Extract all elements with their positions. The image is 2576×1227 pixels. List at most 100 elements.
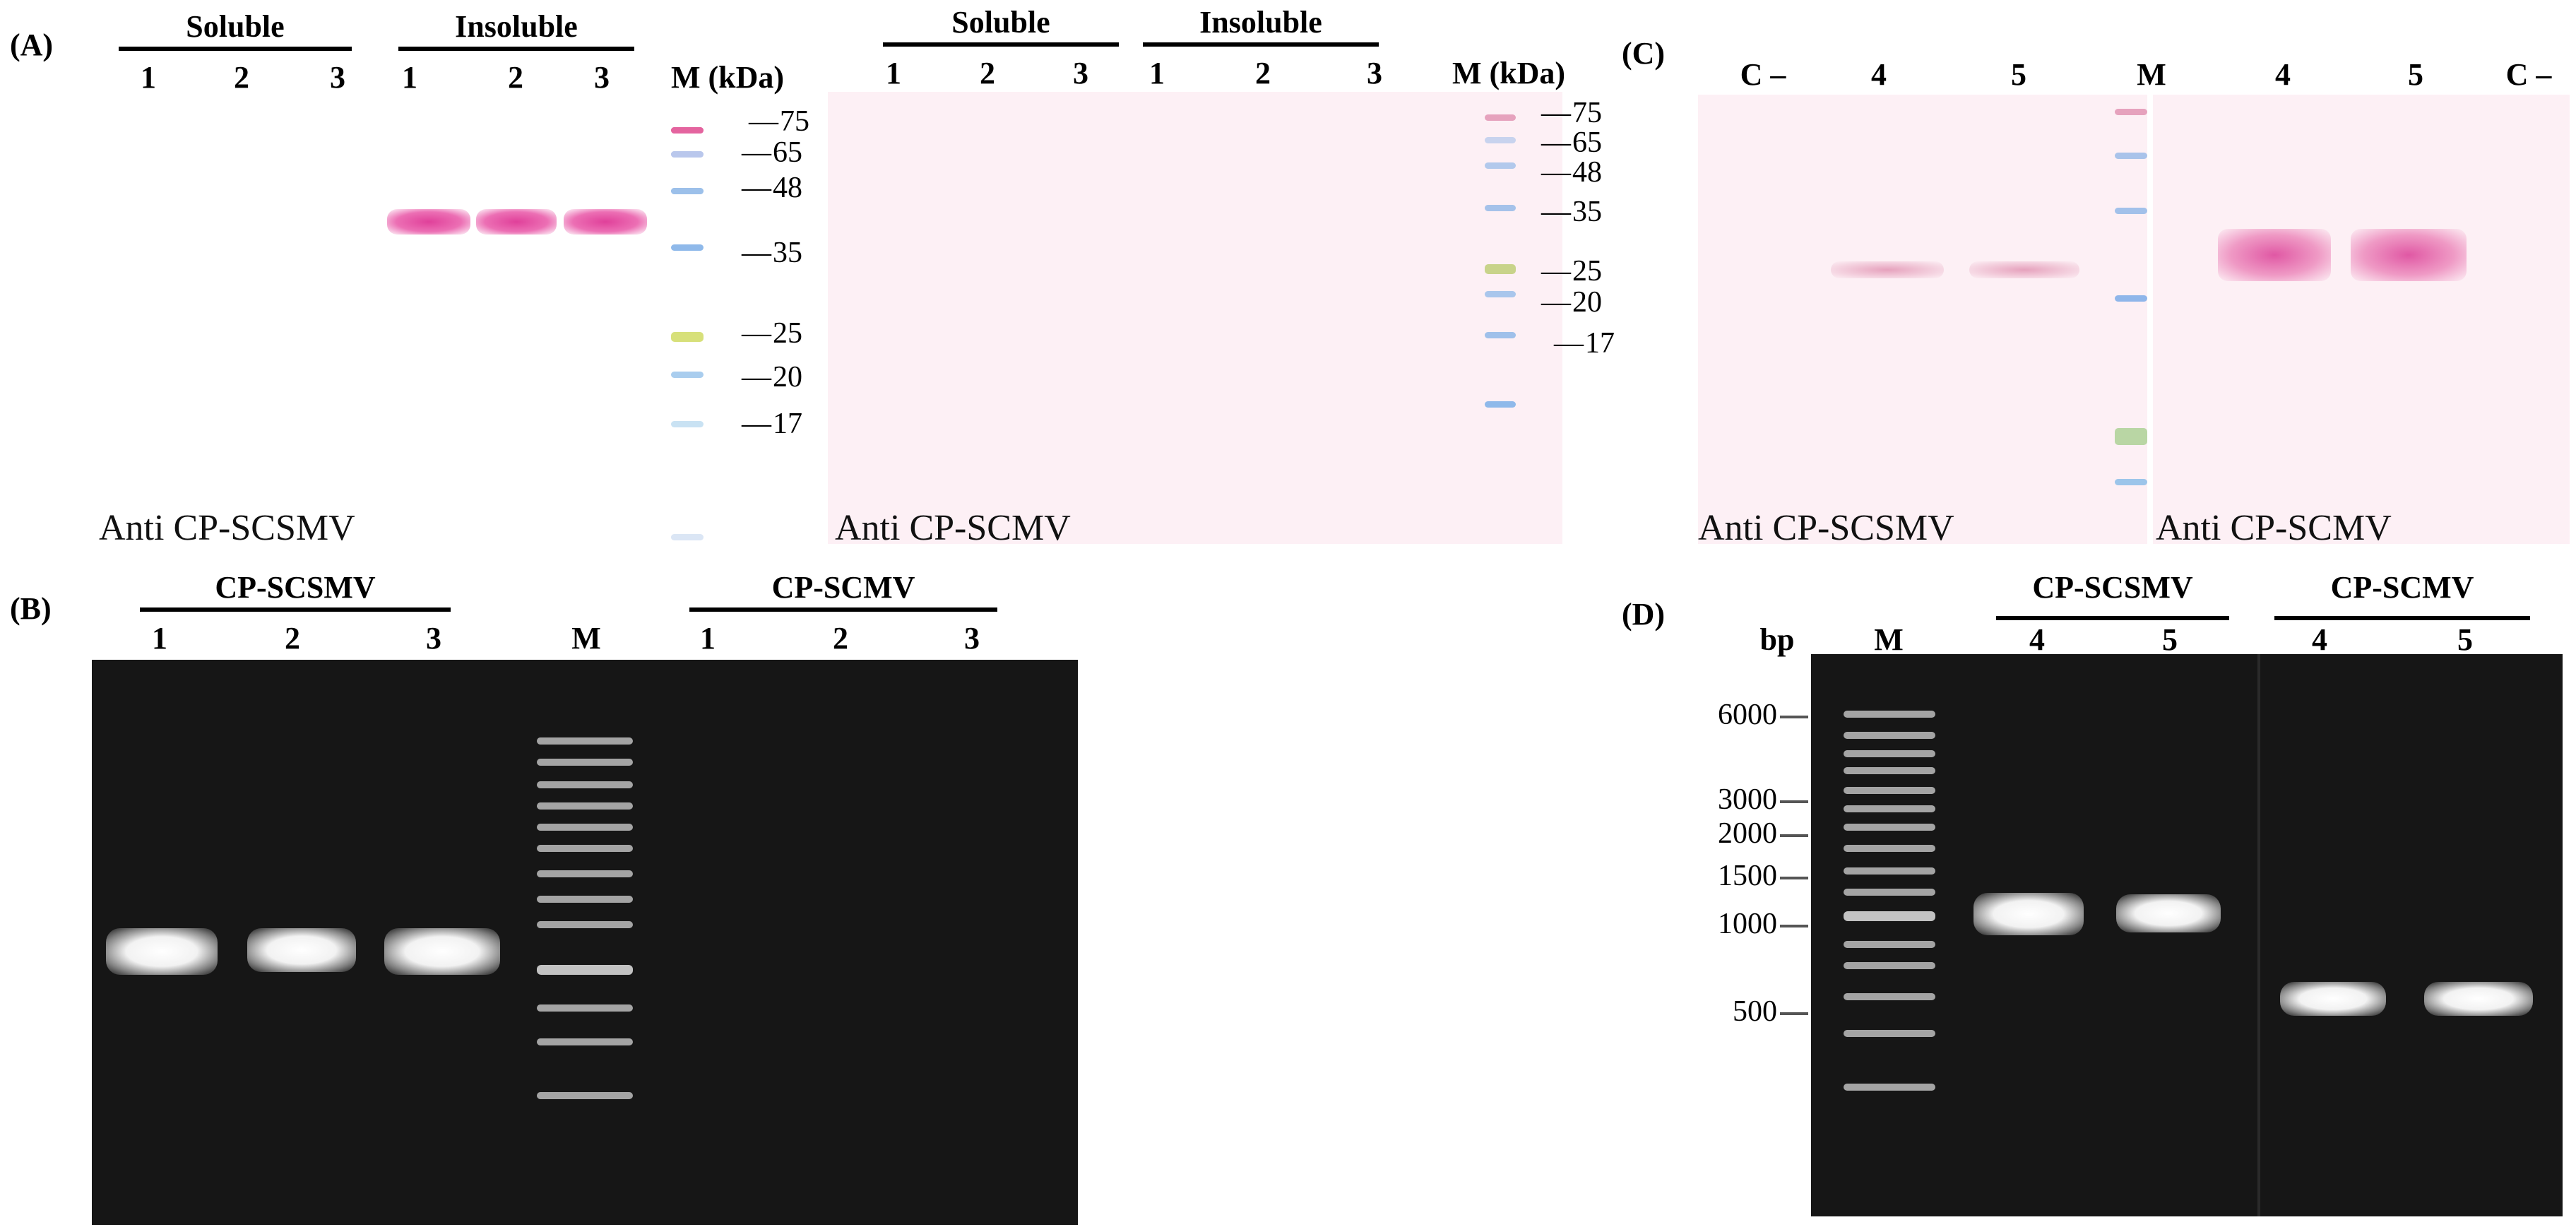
group-header-cp-scmv: CP-SCMV [2330, 570, 2474, 605]
bp-size-label: 1500 [1695, 859, 1808, 893]
marker-band [2115, 428, 2147, 445]
lane-label: M [1874, 622, 1904, 657]
gel-divider [2257, 654, 2260, 1216]
group-header-soluble: Soluble [951, 5, 1050, 40]
ladder-band [1844, 845, 1935, 852]
ladder-band [537, 1004, 633, 1012]
dna-band [2424, 982, 2533, 1016]
protein-band [2351, 229, 2467, 281]
group-bar [119, 47, 352, 51]
group-bar [883, 42, 1119, 47]
ladder-band [537, 759, 633, 766]
marker-band [1485, 114, 1516, 121]
marker-band [2115, 208, 2147, 214]
marker-size-label: 48 [742, 171, 802, 205]
ladder-band [537, 1092, 633, 1099]
antibody-label: Anti CP-SCSMV [1698, 508, 1954, 548]
panel-label-c: (C) [1622, 36, 1666, 71]
group-header-insoluble: Insoluble [1199, 5, 1322, 40]
western-blot-a1 [92, 92, 704, 544]
marker-size-label: 65 [1541, 126, 1602, 160]
marker-size-label: 65 [742, 136, 802, 170]
panel-label-b: (B) [10, 591, 52, 626]
lane-label: 2 [980, 56, 995, 90]
group-header-cp-scsmv: CP-SCSMV [215, 570, 376, 605]
ladder-band [1844, 867, 1935, 875]
agarose-gel-b [92, 660, 1078, 1225]
lane-label: 3 [1073, 56, 1088, 90]
marker-size-label: 35 [742, 236, 802, 270]
ladder-band [1844, 805, 1935, 812]
ladder-band [1844, 711, 1935, 718]
marker-band [671, 188, 704, 194]
marker-band [671, 332, 704, 342]
ladder-band [1844, 787, 1935, 794]
bp-size-label: 3000 [1695, 783, 1808, 817]
marker-size-label: 17 [1554, 326, 1615, 360]
group-header-cp-scsmv: CP-SCSMV [2032, 570, 2193, 605]
western-blot-a2 [828, 92, 1562, 544]
lane-label: 1 [886, 56, 901, 90]
lane-label: M [571, 621, 601, 656]
marker-size-label: 48 [1541, 155, 1602, 189]
dna-band [1973, 893, 2084, 935]
lane-label: C – [1740, 57, 1786, 92]
lane-label: 3 [964, 621, 980, 656]
lane-label: 3 [426, 621, 441, 656]
lane-label: 2 [508, 60, 523, 95]
marker-size-label: 20 [1541, 285, 1602, 319]
protein-band [564, 209, 647, 235]
marker-band [2115, 479, 2147, 485]
ladder-band [537, 896, 633, 903]
lane-label: 1 [152, 621, 167, 656]
lane-label: 1 [1149, 56, 1165, 90]
marker-band [671, 534, 704, 540]
dna-band [2116, 894, 2221, 932]
lane-label: 2 [285, 621, 300, 656]
marker-band [1485, 291, 1516, 297]
marker-band [1485, 332, 1516, 338]
membrane-divider [2147, 95, 2153, 544]
lane-label: 1 [700, 621, 716, 656]
bp-size-label: 6000 [1695, 698, 1808, 732]
dna-band [2280, 982, 2386, 1016]
antibody-label: Anti CP-SCMV [2156, 508, 2392, 548]
marker-band [1485, 205, 1516, 211]
ladder-band [1844, 767, 1935, 774]
lane-label: 1 [141, 60, 156, 95]
ladder-band [1844, 962, 1935, 969]
unit-label: bp [1759, 622, 1795, 657]
lane-label: 4 [2275, 57, 2291, 92]
ladder-band [1844, 889, 1935, 896]
ladder-band [537, 781, 633, 788]
group-bar [689, 607, 997, 612]
protein-band [2218, 229, 2331, 281]
antibody-label: Anti CP-SCMV [835, 508, 1071, 548]
lane-label: M [2137, 57, 2166, 92]
group-bar [140, 607, 451, 612]
ladder-band [537, 845, 633, 852]
group-bar [398, 47, 634, 51]
marker-band [671, 151, 704, 158]
marker-band [671, 372, 704, 378]
bp-size-label: 1000 [1695, 907, 1808, 941]
marker-header: M (kDa) [671, 60, 785, 95]
protein-band [1969, 261, 2079, 278]
ladder-band [537, 921, 633, 928]
group-bar [2274, 616, 2530, 620]
lane-label: 4 [2312, 622, 2327, 657]
group-header-soluble: Soluble [186, 9, 285, 44]
marker-band [1485, 401, 1516, 408]
marker-size-label: 25 [1541, 254, 1602, 288]
lane-label: 4 [2029, 622, 2045, 657]
dna-band [247, 928, 356, 972]
protein-band [387, 209, 470, 235]
marker-band [2115, 295, 2147, 302]
ladder-band [1844, 941, 1935, 948]
lane-label: C – [2505, 57, 2552, 92]
marker-band [1485, 162, 1516, 169]
ladder-band [1844, 1030, 1935, 1037]
marker-size-label: 75 [1541, 96, 1602, 130]
lane-label: 2 [833, 621, 848, 656]
lane-label: 2 [1255, 56, 1271, 90]
